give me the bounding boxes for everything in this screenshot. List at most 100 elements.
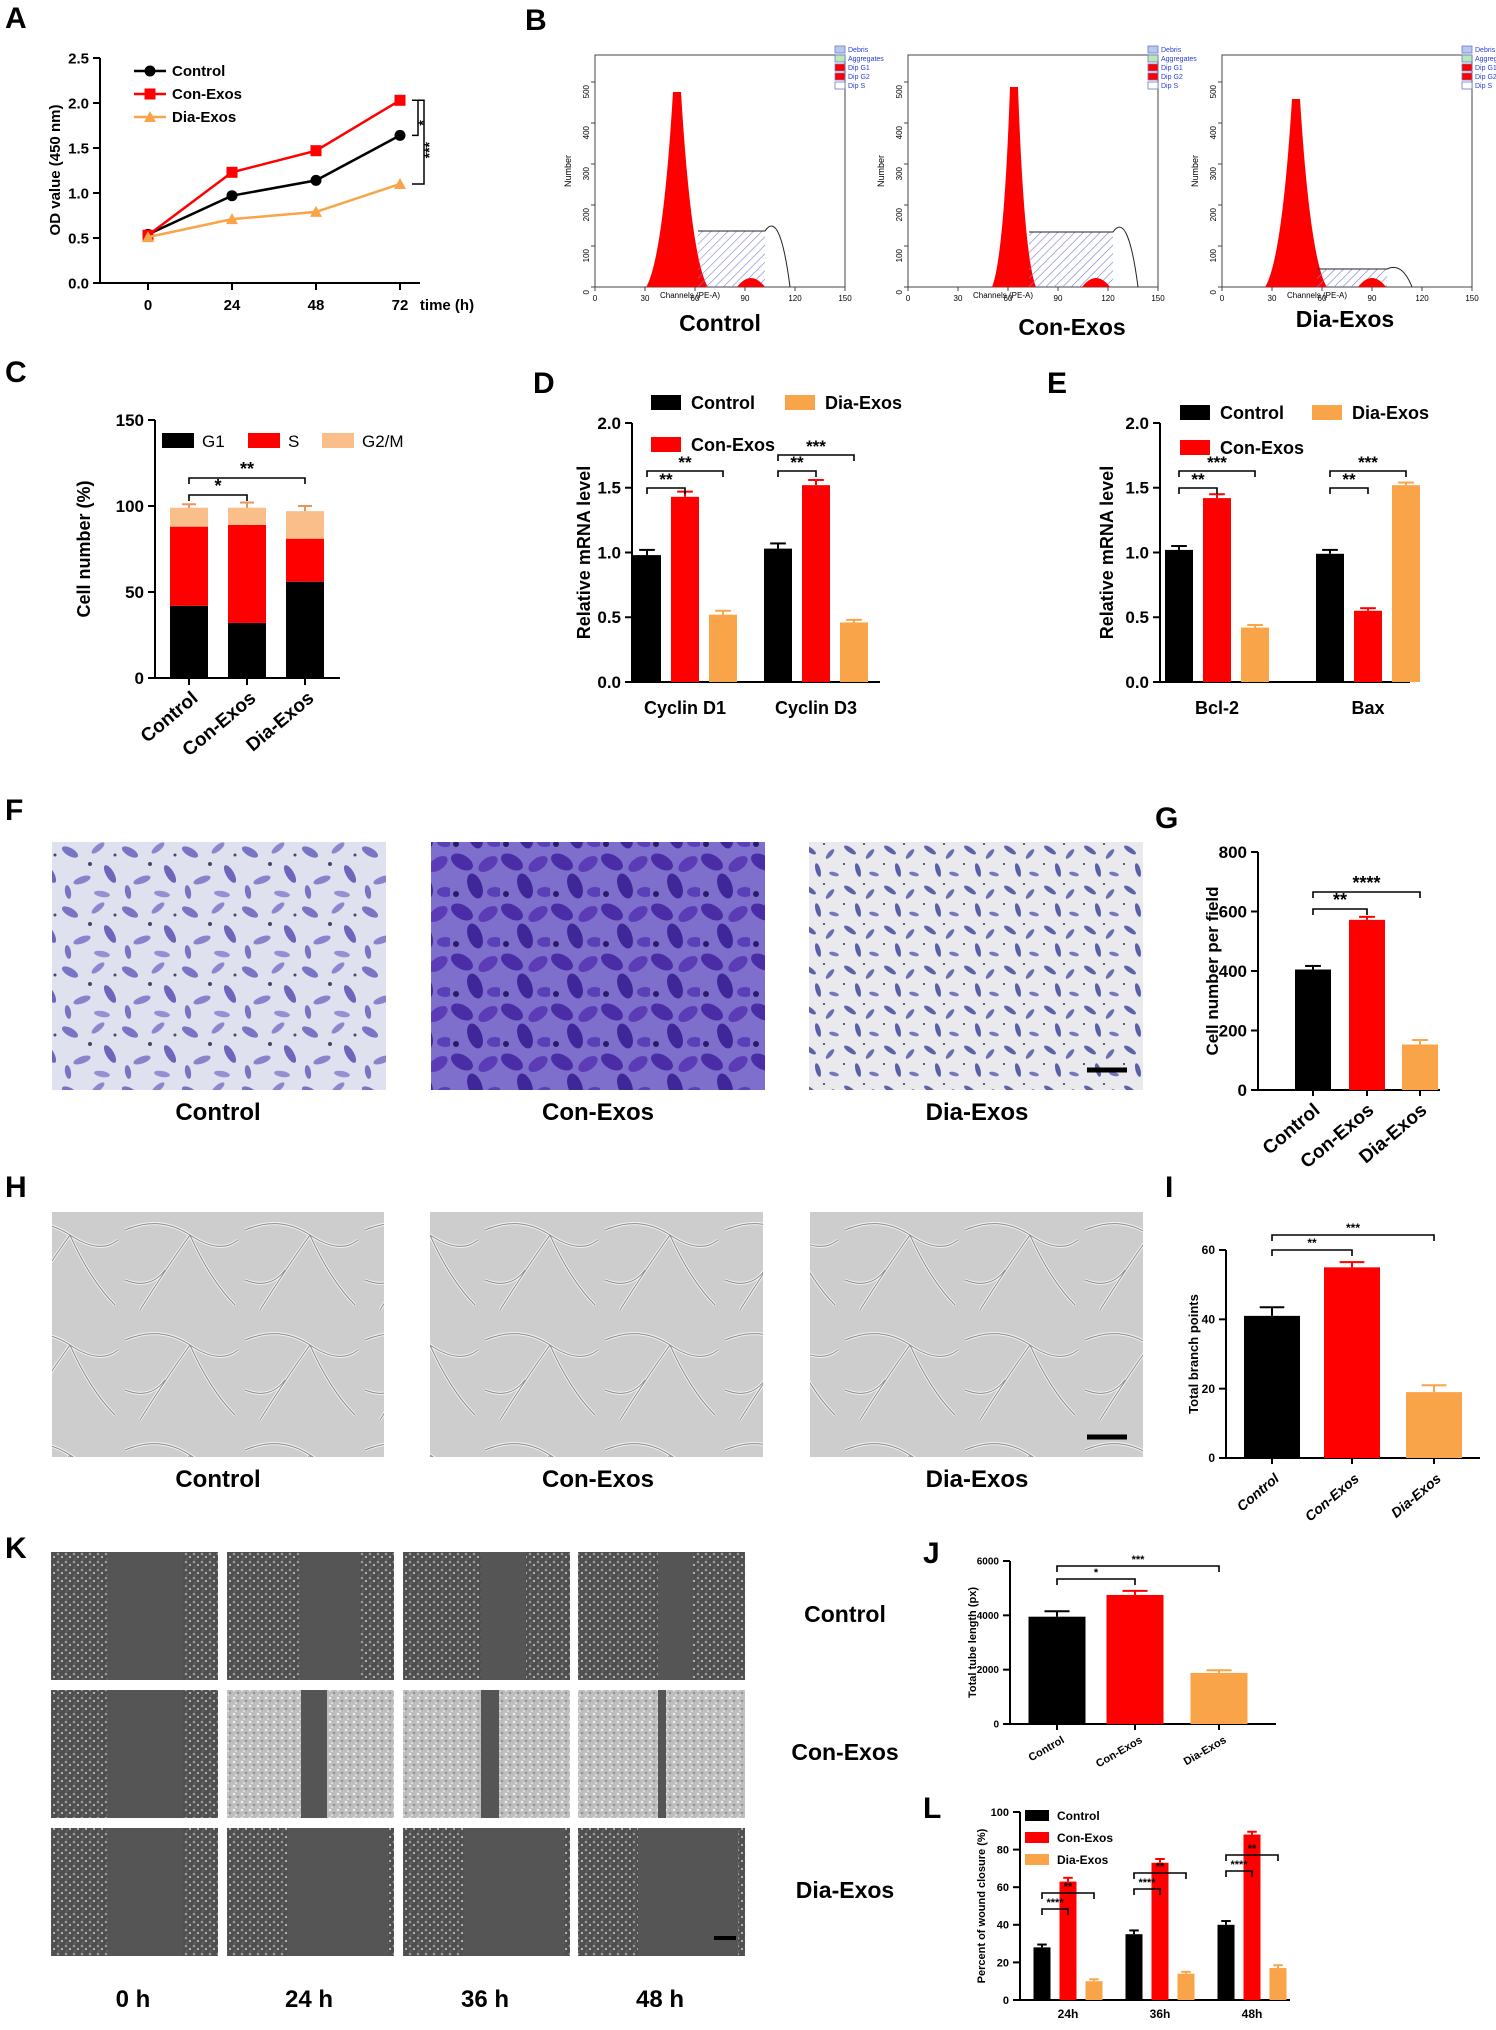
y-tick-label: 6000 — [977, 1557, 1000, 1568]
bar — [1085, 1981, 1103, 2000]
bar — [671, 496, 699, 682]
y-axis-label: Total tube length (px) — [967, 1587, 979, 1698]
x-tick-label: 48h — [1242, 2007, 1263, 2021]
x-tick-label: 72 — [392, 297, 409, 314]
chart-a: 0.0 0.5 1.0 1.5 2.0 2.5 0 24 48 72 time (h) OD valu… — [47, 50, 474, 314]
histogram-outline — [698, 225, 791, 288]
significance-label: * — [214, 476, 221, 496]
bar — [228, 524, 266, 623]
wound-gap — [481, 1690, 499, 1818]
y-tick-label: 200 — [1209, 207, 1218, 221]
histogram-group-label: Dia-Exos — [1296, 306, 1394, 332]
legend-swatch — [1461, 63, 1473, 72]
y-tick-label: 4000 — [977, 1611, 1000, 1622]
y-axis-label: OD value (450 nm) — [47, 105, 64, 236]
data-point — [226, 190, 238, 202]
significance-label: * — [415, 120, 431, 126]
legend-swatch — [834, 45, 846, 54]
y-tick-label: 0 — [1208, 1451, 1215, 1465]
bar — [228, 507, 266, 525]
x-tick-label: Bcl-2 — [1195, 698, 1239, 718]
data-point — [226, 166, 238, 178]
legend-label: Debris — [1161, 47, 1182, 54]
y-tick-label: 150 — [116, 411, 144, 430]
y-axis-label: Number — [563, 155, 573, 187]
bar — [170, 605, 208, 678]
wound-gap — [287, 1828, 387, 1956]
wound-row-label: Con-Exos — [791, 1739, 898, 1765]
transwell-images: Control Con-Exos Dia-Exos — [52, 842, 1143, 1126]
tube-image-con-exos — [430, 1212, 763, 1457]
y-tick-label: 500 — [582, 84, 591, 98]
transwell-label-dia-exos: Dia-Exos — [926, 1099, 1029, 1126]
significance-label: **** — [1230, 1859, 1248, 1871]
y-tick-label: 100 — [1209, 248, 1218, 262]
y-tick-label: 1.0 — [1125, 543, 1149, 562]
x-tick-label: Cyclin D3 — [775, 698, 857, 718]
significance-bracket — [1225, 1854, 1279, 1861]
y-tick-label: 200 — [1219, 1021, 1247, 1040]
significance-bracket — [646, 487, 686, 494]
legend-swatch — [1147, 54, 1159, 63]
significance-label: ** — [659, 470, 673, 489]
significance-bracket — [777, 454, 855, 461]
legend-label: Con-Exos — [172, 86, 242, 103]
legend-swatch — [1461, 81, 1473, 90]
wound-time-label: 48 h — [636, 1986, 684, 2013]
legend-swatch — [834, 81, 846, 90]
tube-image-dia-exos — [810, 1212, 1143, 1457]
panel-label-f: F — [5, 794, 23, 827]
bar — [709, 614, 737, 682]
legend-label: Dip G1 — [1475, 65, 1496, 72]
wound-gap — [638, 1828, 738, 1956]
y-tick-label: 200 — [582, 207, 591, 221]
y-tick-label: 1.0 — [68, 185, 89, 202]
legend-label: Aggregates — [1161, 56, 1197, 63]
bar — [170, 507, 208, 527]
series-line — [147, 134, 401, 236]
y-tick-label: 400 — [1209, 125, 1218, 139]
bar — [1316, 553, 1344, 682]
y-tick-label: 1.0 — [597, 543, 621, 562]
x-tick-label: 24h — [1058, 2007, 1079, 2021]
transwell-image-con-exos — [431, 842, 765, 1090]
bar — [1125, 1934, 1143, 2000]
significance-label: ** — [1156, 1861, 1165, 1873]
data-point — [310, 145, 322, 157]
y-tick-label: 100 — [582, 248, 591, 262]
legend-swatch — [1312, 405, 1342, 420]
chart-j: 0 2000 4000 6000 Total tube length (px) Contr… — [967, 1554, 1276, 1770]
bar — [1203, 498, 1231, 682]
legend-swatch — [1147, 45, 1159, 54]
legend-swatch — [651, 437, 681, 452]
legend-label: Debris — [848, 47, 869, 54]
legend-label: Control — [1220, 403, 1284, 423]
legend-label: S — [288, 432, 299, 451]
significance-bracket — [1041, 1908, 1069, 1915]
legend-label: Con-Exos — [1057, 1831, 1113, 1845]
histogram-group-label: Control — [679, 310, 761, 336]
bar — [1269, 1968, 1287, 2000]
y-tick-label: 500 — [1209, 84, 1218, 98]
transwell-label-con-exos: Con-Exos — [542, 1099, 654, 1126]
significance-label: *** — [421, 141, 437, 158]
y-tick-label: 0.0 — [68, 275, 89, 292]
legend-swatch — [785, 395, 815, 410]
legend-label: Dip G2 — [1161, 74, 1183, 81]
significance-bracket — [1178, 470, 1256, 477]
series-line — [147, 99, 401, 237]
x-tick-label: Bax — [1351, 698, 1384, 718]
wound-images: Control Con-Exos Dia-Exos 0 h 24 h 36 h 48 h — [51, 1552, 899, 2013]
bar — [286, 538, 324, 582]
y-tick-label: 1.5 — [1125, 479, 1149, 498]
x-tick-label: 120 — [788, 294, 802, 303]
significance-label: ** — [790, 453, 804, 472]
bar — [1151, 1862, 1169, 2000]
bar — [1392, 485, 1420, 682]
significance-bracket — [777, 470, 817, 477]
panel-label-i: I — [1165, 1171, 1173, 1204]
bar — [1243, 1834, 1261, 2000]
bar — [1324, 1267, 1380, 1458]
bar — [840, 622, 868, 682]
